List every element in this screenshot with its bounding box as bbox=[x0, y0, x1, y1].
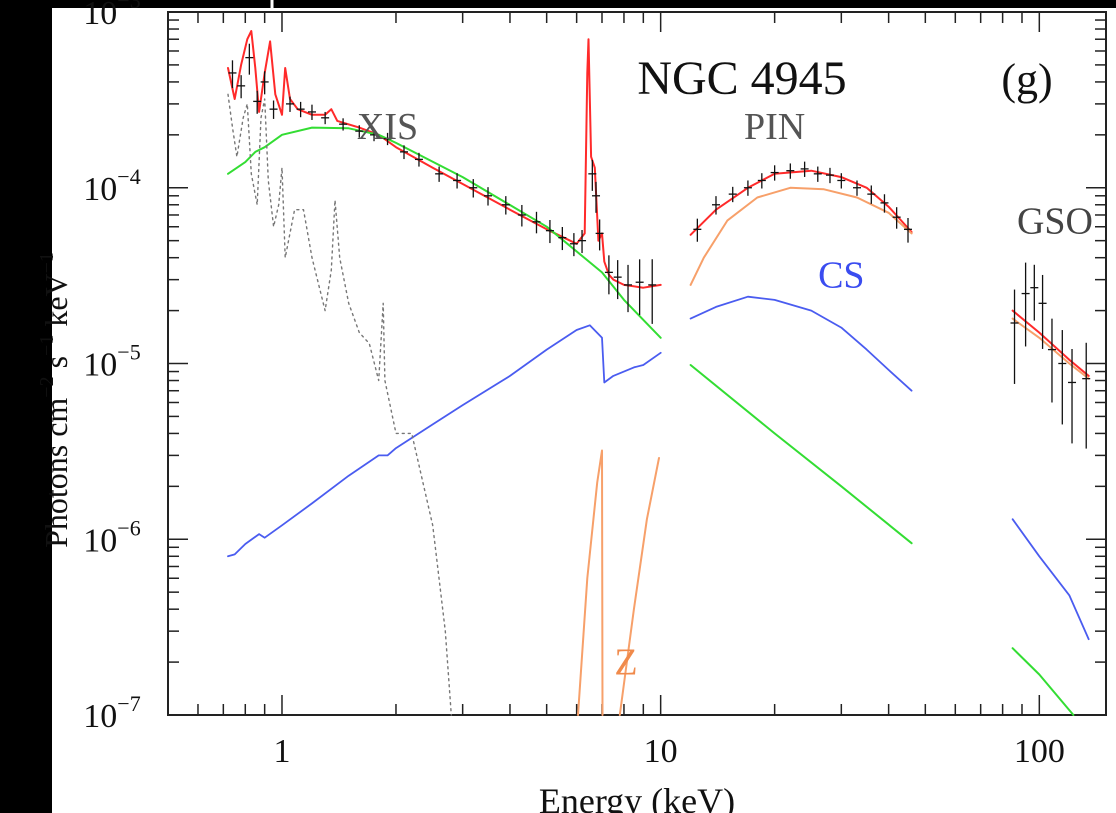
y-tick-exponent: −3 bbox=[117, 0, 140, 13]
annotation-pin: PIN bbox=[744, 106, 805, 148]
y-tick-base: 10 bbox=[83, 698, 117, 735]
left-dark-edge bbox=[0, 0, 52, 813]
y-tick-exponent: −4 bbox=[117, 164, 140, 189]
series-line-5-0 bbox=[227, 93, 452, 716]
annotation-xis: XIS bbox=[357, 106, 418, 148]
y-tick-label: 10−6 bbox=[83, 515, 140, 559]
annotation-z: Z bbox=[614, 641, 637, 683]
top-dark-strip bbox=[52, 0, 1116, 8]
y-axis-title-unit-kev: keV bbox=[38, 273, 74, 334]
y-tick-exponent: −7 bbox=[117, 691, 140, 716]
series-line-3-1 bbox=[689, 364, 913, 545]
series-line-4-1 bbox=[689, 295, 913, 392]
y-tick-label: 10−4 bbox=[83, 164, 140, 208]
axis-ticks bbox=[167, 11, 1106, 716]
y-tick-label: 10−5 bbox=[83, 340, 140, 384]
series-line-4-0 bbox=[227, 324, 662, 558]
x-axis-title: Energy (keV) bbox=[539, 781, 735, 813]
annotation-cs: CS bbox=[818, 255, 864, 297]
y-axis-title-exp-s: −1 bbox=[36, 335, 58, 356]
series-line-0-1 bbox=[689, 169, 913, 236]
y-axis-title-exp-kev: −1 bbox=[36, 252, 58, 273]
series-line-3-0 bbox=[227, 126, 662, 339]
y-tick-exponent: −5 bbox=[117, 340, 140, 365]
chart-title: NGC 4945 bbox=[637, 52, 846, 105]
y-tick-base: 10 bbox=[83, 171, 117, 208]
series-line-2-0 bbox=[577, 449, 604, 716]
y-axis-title-unit-s: s bbox=[38, 356, 74, 376]
y-tick-base: 10 bbox=[83, 522, 117, 559]
y-axis-title-exp-cm: −2 bbox=[36, 376, 58, 397]
y-axis-title-unit-photons: Photons cm bbox=[38, 398, 74, 548]
y-tick-base: 10 bbox=[83, 0, 117, 32]
series-line-3-2 bbox=[1011, 647, 1075, 716]
series-line-1-0 bbox=[689, 186, 913, 286]
y-tick-label: 10−7 bbox=[83, 691, 140, 735]
series-line-2-1 bbox=[618, 457, 660, 716]
data-points-layer bbox=[228, 43, 1091, 449]
y-tick-label: 10−3 bbox=[83, 0, 140, 32]
x-tick-label: 100 bbox=[1014, 733, 1065, 770]
y-tick-base: 10 bbox=[83, 347, 117, 384]
annotations: XIS PIN GSO CS Z bbox=[357, 106, 1093, 684]
y-axis-title: Photons cm−2 s−1 keV−1 bbox=[36, 252, 75, 548]
x-tick-label: 10 bbox=[644, 733, 678, 770]
series-line-4-2 bbox=[1011, 518, 1090, 641]
x-tick-label: 1 bbox=[273, 733, 290, 770]
panel-background bbox=[52, 0, 1116, 813]
y-tick-exponent: −6 bbox=[117, 515, 140, 540]
panel-label: (g) bbox=[1001, 55, 1052, 104]
annotation-gso: GSO bbox=[1017, 200, 1093, 242]
